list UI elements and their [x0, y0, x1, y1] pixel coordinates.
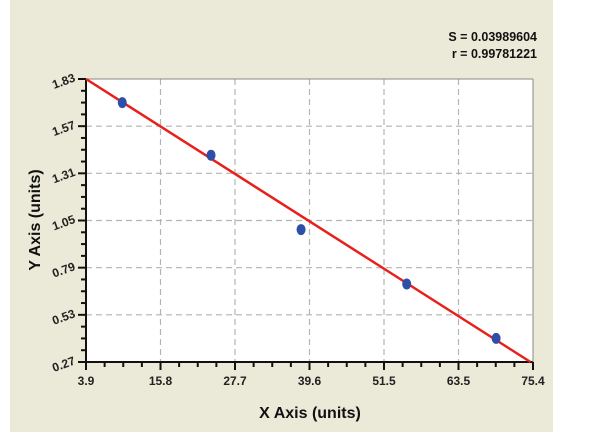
fit-line — [85, 77, 532, 364]
data-point — [296, 224, 306, 236]
y-tick-label: 1.05 — [50, 212, 77, 233]
regression-line — [85, 77, 532, 364]
x-tick-label: 3.9 — [78, 374, 95, 388]
x-tick-labels: 3.9 15.8 27.7 39.6 51.5 63.5 75.4 — [78, 374, 545, 388]
x-tick-label: 63.5 — [447, 374, 471, 388]
y-tick-labels: 0.27 0.53 0.79 1.05 1.31 1.57 1.83 — [50, 71, 77, 375]
x-tick-label: 27.7 — [223, 374, 247, 388]
correlation-label: r = 0.99781221 — [451, 47, 537, 61]
data-point — [117, 97, 127, 109]
x-tick-label: 15.8 — [149, 374, 173, 388]
y-tick-label: 1.57 — [50, 118, 77, 139]
y-tick-label: 0.79 — [50, 259, 77, 280]
x-tick-label: 75.4 — [521, 374, 545, 388]
x-tick-label: 51.5 — [372, 374, 396, 388]
fit-statistics: S = 0.03989604 r = 0.99781221 — [448, 29, 537, 63]
data-point — [491, 332, 501, 344]
x-axis-title: X Axis (units) — [259, 405, 361, 422]
y-tick-label: 0.27 — [50, 354, 77, 375]
data-point — [402, 278, 412, 290]
y-tick-label: 1.31 — [50, 165, 77, 186]
axis-ticks — [78, 78, 534, 370]
data-point — [206, 149, 216, 161]
data-points — [117, 97, 501, 344]
x-tick-label: 39.6 — [298, 374, 322, 388]
y-tick-label: 0.53 — [50, 306, 77, 327]
y-axis-title: Y Axis (units) — [27, 169, 44, 270]
std-error-label: S = 0.03989604 — [448, 30, 537, 44]
y-tick-label: 1.83 — [50, 71, 77, 92]
